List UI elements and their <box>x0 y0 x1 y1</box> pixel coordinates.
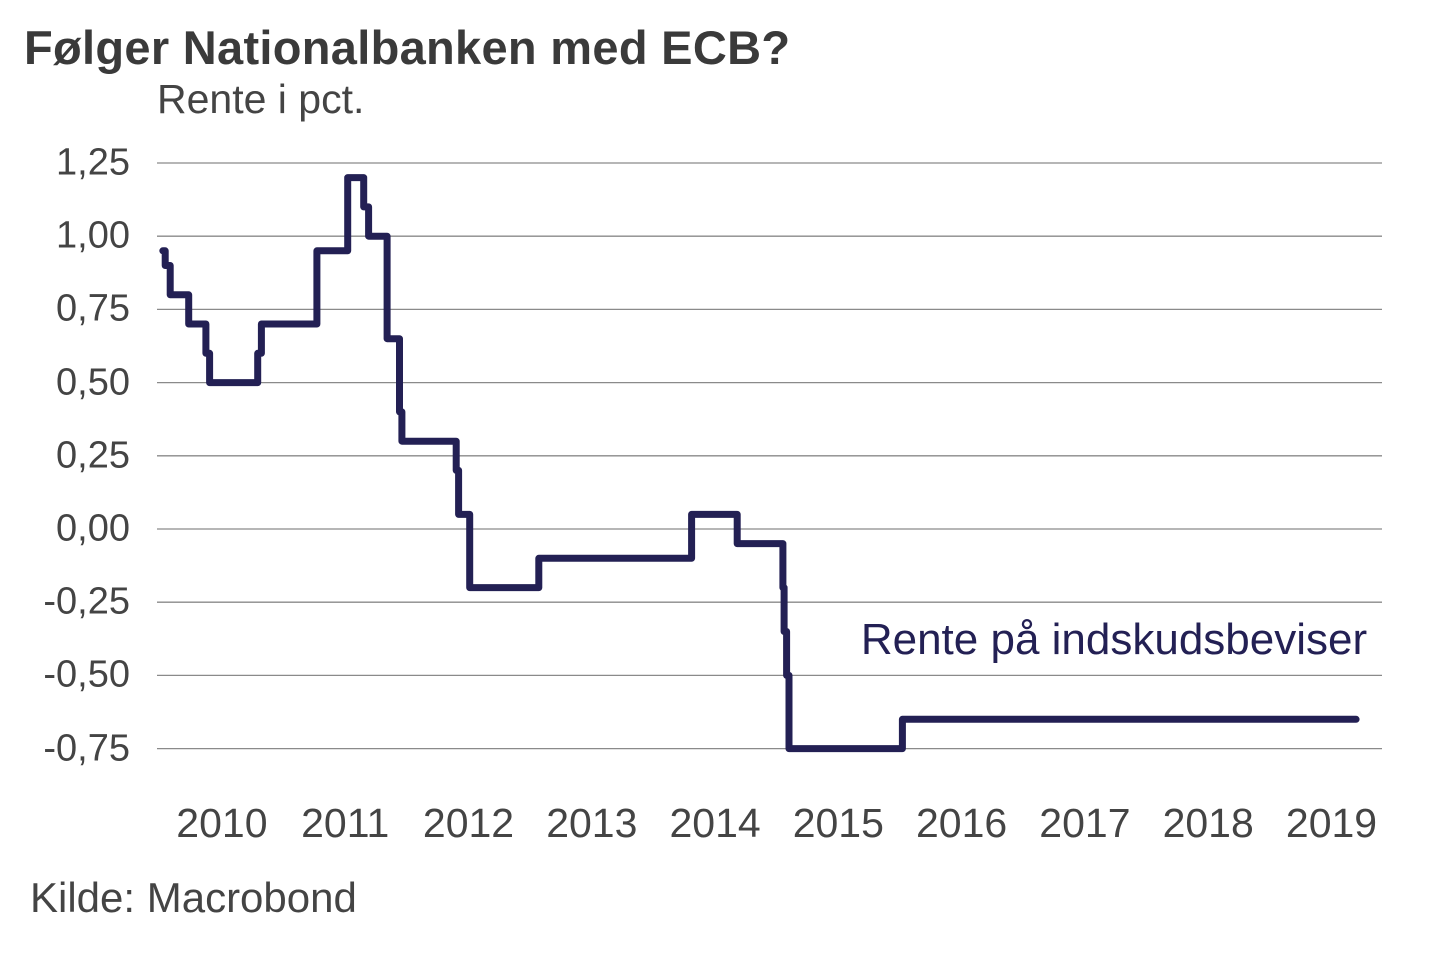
x-tick-label: 2011 <box>301 800 390 846</box>
source-note: Kilde: Macrobond <box>30 874 357 921</box>
y-axis-unit-label: Rente i pct. <box>157 76 365 122</box>
y-tick-label: 1,00 <box>56 214 130 257</box>
y-tick-label: 0,00 <box>56 507 130 550</box>
chart-title: Følger Nationalbanken med ECB? <box>24 21 791 74</box>
x-tick-label: 2018 <box>1162 800 1254 846</box>
series-label: Rente på indskudsbeviser <box>860 615 1368 664</box>
x-tick-label: 2014 <box>669 800 761 846</box>
x-tick-label: 2019 <box>1285 800 1378 846</box>
x-tick-label: 2010 <box>176 800 268 846</box>
y-tick-label: -0,75 <box>43 727 130 770</box>
y-tick-label: -0,50 <box>43 653 130 696</box>
y-tick-label: 0,50 <box>56 361 130 404</box>
y-tick-label: -0,25 <box>43 580 130 623</box>
x-tick-label: 2013 <box>546 800 638 846</box>
x-tick-label: 2012 <box>422 800 515 846</box>
x-tick-label: 2017 <box>1039 800 1131 846</box>
y-tick-label: 1,25 <box>56 141 130 184</box>
rate-step-line <box>159 174 1360 753</box>
y-tick-label: 0,75 <box>56 287 130 330</box>
x-tick-label: 2015 <box>792 800 884 846</box>
y-tick-label: 0,25 <box>56 434 130 477</box>
x-tick-label: 2016 <box>915 800 1008 846</box>
